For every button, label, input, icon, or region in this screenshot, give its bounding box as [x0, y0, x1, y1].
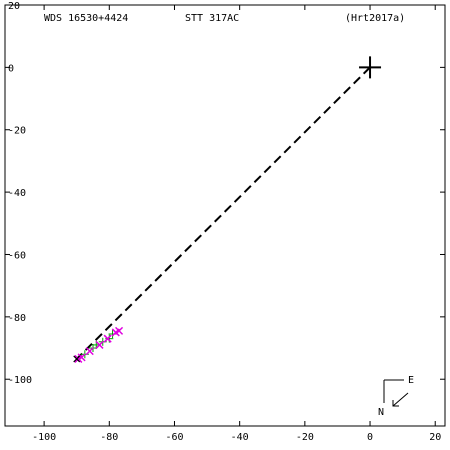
- plot-frame: [4, 4, 446, 427]
- y-tick-label: 20: [8, 1, 20, 12]
- x-tick-label: 0: [367, 432, 373, 443]
- y-tick-label: 0: [8, 63, 14, 74]
- y-tick-label: -20: [8, 126, 26, 137]
- x-tick-label: -60: [165, 432, 183, 443]
- black-point: [73, 355, 81, 363]
- primary-star-marker: [359, 56, 382, 79]
- point-diag-b: [73, 355, 81, 363]
- x-tick-label: 20: [429, 432, 441, 443]
- magenta-point: [95, 340, 104, 349]
- y-tick-label: -100: [8, 375, 32, 386]
- compass-arrow-head: [392, 400, 399, 407]
- axis-ticks: -100 -80 -60 -40 -20 0 20 20 0 -20 -40 -60 -80 -100: [5, 1, 445, 443]
- x-tick-label: -80: [100, 432, 118, 443]
- point-diag-b: [95, 340, 104, 349]
- reference-label: (Hrt2017a): [345, 13, 405, 24]
- data-points: [73, 326, 124, 363]
- orbit-line: [75, 66, 371, 360]
- x-tick-label: -40: [231, 432, 249, 443]
- wds-label: WDS 16530+4424: [44, 13, 128, 24]
- magenta-point: [85, 347, 94, 356]
- point-diag-b: [77, 353, 86, 362]
- y-tick-label: -40: [8, 188, 26, 199]
- pair-label: STT 317AC: [185, 13, 239, 24]
- y-tick-label: -80: [8, 313, 26, 324]
- compass-arrow-shaft: [392, 392, 409, 407]
- x-tick-label: -20: [296, 432, 314, 443]
- point-diag-b: [103, 334, 112, 343]
- point-diag-b: [85, 347, 94, 356]
- point-diag-b: [115, 326, 124, 335]
- magenta-point: [77, 353, 86, 362]
- orbit-dashed-line: [75, 66, 371, 360]
- compass: E N: [378, 375, 414, 418]
- compass-north-label: N: [378, 407, 384, 418]
- x-tick-label: -100: [32, 432, 56, 443]
- magenta-point: [115, 326, 124, 335]
- y-tick-label: -60: [8, 250, 26, 261]
- compass-east-label: E: [408, 375, 414, 386]
- magenta-point: [103, 334, 112, 343]
